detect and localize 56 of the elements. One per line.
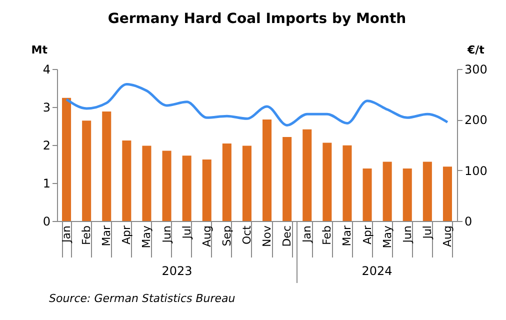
x-tick-label: Feb	[80, 225, 94, 245]
bar	[182, 156, 192, 221]
text: 2024	[362, 264, 392, 278]
x-tick-label: Aug	[440, 226, 454, 247]
bar	[322, 142, 332, 221]
x-tick-label: Aug	[200, 226, 214, 247]
y2-tick-label: 300	[464, 62, 488, 76]
source-note: Source: German Statistics Bureau	[49, 292, 236, 305]
bar	[82, 120, 92, 221]
line-series	[65, 82, 449, 126]
y2-tick-label: 0	[464, 214, 472, 228]
y-tick-label: 4	[42, 62, 50, 76]
x-tick-label: Apr	[120, 225, 134, 245]
bar	[302, 129, 312, 221]
bar	[262, 120, 272, 221]
y-tick-label: 3	[42, 100, 50, 114]
x-tick-label: Jun	[160, 225, 174, 244]
x-tick-label: May	[380, 225, 394, 248]
bar	[422, 162, 432, 221]
bar	[122, 140, 132, 221]
bar	[142, 146, 152, 221]
x-tick-label: Oct	[240, 224, 254, 245]
x-tick-label: Dec	[280, 226, 294, 247]
bar	[62, 98, 72, 221]
y-tick-label: 2	[42, 138, 50, 152]
y2-tick-label: 200	[464, 113, 488, 128]
bar	[282, 137, 292, 221]
x-tick-label: Jun	[400, 225, 414, 244]
chart-title: Germany Hard Coal Imports by Month	[108, 11, 406, 27]
bar	[222, 143, 232, 221]
y2-axis-title: €/t	[466, 44, 484, 56]
x-tick-label: Jan	[60, 225, 74, 244]
y-tick-label: 1	[42, 176, 50, 190]
x-tick-label: Feb	[320, 225, 334, 245]
x-tick-label: Jul	[180, 226, 194, 240]
y-tick-label: 0	[42, 214, 50, 228]
x-tick-label: Mar	[100, 225, 114, 246]
bar	[382, 162, 392, 221]
x-tick-label: Jul	[420, 226, 434, 240]
bar	[442, 166, 452, 221]
x-tick-label: May	[140, 225, 154, 248]
bar	[202, 159, 212, 221]
y-axis-title: Mt	[31, 44, 48, 56]
bar	[402, 168, 412, 221]
bar	[242, 146, 252, 221]
x-tick-label: Apr	[360, 225, 374, 245]
bar	[362, 168, 372, 221]
y2-tick-label: 100	[464, 164, 488, 178]
text: 2023	[162, 264, 192, 278]
x-tick-label: Jan	[300, 225, 314, 244]
x-tick-label: Mar	[340, 225, 354, 246]
x-tick-label: Nov	[260, 225, 274, 247]
bar	[102, 112, 112, 221]
bar	[162, 150, 172, 221]
x-tick-label: Sep	[220, 225, 234, 246]
bar	[342, 145, 352, 221]
